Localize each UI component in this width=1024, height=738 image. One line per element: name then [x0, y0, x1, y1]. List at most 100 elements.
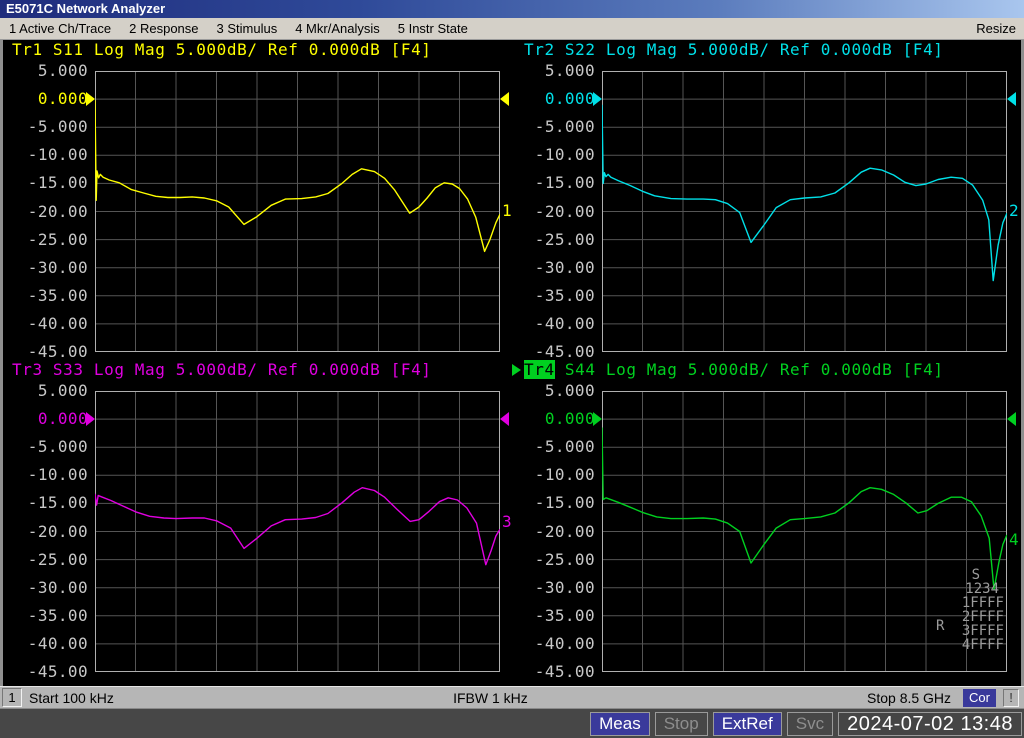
trace-number-tr4: 4 — [1009, 530, 1019, 550]
ref-level-marker-right-tr2 — [1007, 92, 1016, 107]
instrument-status-meas: Meas — [590, 711, 650, 736]
y-tick-tr1: -35.00 — [27, 285, 88, 305]
y-tick-tr4: -20.00 — [534, 521, 595, 541]
y-tick-tr3: -25.00 — [27, 549, 88, 569]
channel-status-bar: 1 Start 100 kHz IFBW 1 kHz Stop 8.5 GHz … — [0, 686, 1024, 708]
alert-indicator[interactable]: ! — [1003, 688, 1019, 707]
y-tick-tr1: 0.000 — [37, 89, 88, 109]
port-status-line: 1FFFF — [961, 595, 1004, 611]
instrument-status-extref: ExtRef — [712, 711, 782, 736]
trace-number-tr2: 2 — [1009, 201, 1019, 221]
stop-frequency: Stop 8.5 GHz — [867, 689, 952, 706]
trace-header-tr3[interactable]: Tr3 S33 Log Mag 5.000dB/ Ref 0.000dB [F4… — [12, 360, 432, 379]
y-tick-tr4: -10.00 — [534, 465, 595, 485]
y-tick-tr2: -35.00 — [534, 285, 595, 305]
y-tick-tr2: -45.00 — [534, 342, 595, 361]
y-tick-tr1: -30.00 — [27, 257, 88, 277]
port-status-stimulus-label: S — [971, 567, 980, 583]
menu-bar: 1 Active Ch/Trace 2 Response 3 Stimulus 4 M… — [0, 18, 1024, 40]
y-tick-tr4: 0.000 — [544, 409, 595, 429]
y-tick-tr4: -15.00 — [534, 493, 595, 513]
trace-number-tr1: 1 — [502, 201, 512, 221]
window-title: E5071C Network Analyzer — [6, 1, 166, 16]
trace-header-tr1[interactable]: Tr1 S11 Log Mag 5.000dB/ Ref 0.000dB [F4… — [12, 40, 432, 59]
y-tick-tr2: -5.000 — [534, 117, 595, 137]
port-status-line: 4FFFF — [961, 637, 1004, 653]
y-tick-tr3: -15.00 — [27, 493, 88, 513]
instrument-status-2024-07-02-13-48: 2024-07-02 13:48 — [838, 711, 1022, 736]
channel-number: 1 — [2, 688, 22, 707]
y-tick-tr1: -15.00 — [27, 173, 88, 193]
y-tick-tr4: 5.000 — [544, 381, 595, 400]
y-tick-tr4: -40.00 — [534, 633, 595, 653]
y-tick-tr3: 0.000 — [37, 409, 88, 429]
instrument-status-segments: Meas Stop ExtRef Svc 2024-07-02 13:48 — [590, 711, 1024, 736]
y-tick-tr2: -25.00 — [534, 229, 595, 249]
y-tick-tr2: -40.00 — [534, 313, 595, 333]
y-tick-tr1: -25.00 — [27, 229, 88, 249]
y-tick-tr2: -10.00 — [534, 145, 595, 165]
ref-level-marker-right-tr3 — [500, 412, 509, 427]
ifbw-value: IFBW 1 kHz — [453, 689, 528, 706]
y-tick-tr4: -45.00 — [534, 662, 595, 681]
y-tick-tr4: -25.00 — [534, 549, 595, 569]
y-tick-tr2: -20.00 — [534, 201, 595, 221]
y-tick-tr2: 0.000 — [544, 89, 595, 109]
y-tick-tr2: -15.00 — [534, 173, 595, 193]
trace-number-tr3: 3 — [502, 512, 512, 532]
trace-header-tr4[interactable]: Tr4 S44 Log Mag 5.000dB/ Ref 0.000dB [F4… — [512, 360, 944, 379]
menu-item-4[interactable]: 4 Mkr/Analysis — [295, 21, 380, 36]
trace-tr2 — [602, 104, 1007, 282]
window-left-edge — [0, 40, 3, 686]
graticule-tr1 — [95, 71, 500, 352]
port-status-receiver-label: R — [936, 618, 945, 634]
y-tick-tr3: -30.00 — [27, 577, 88, 597]
y-tick-tr3: -35.00 — [27, 605, 88, 625]
y-tick-tr3: 5.000 — [37, 381, 88, 400]
y-tick-tr1: 5.000 — [37, 61, 88, 80]
window-right-edge — [1021, 40, 1024, 686]
start-frequency: Start 100 kHz — [29, 689, 114, 706]
trace-tr3 — [95, 486, 500, 566]
instrument-status-svc: Svc — [786, 711, 834, 736]
graticule-tr2 — [602, 71, 1007, 352]
y-tick-tr1: -5.000 — [27, 117, 88, 137]
y-tick-tr1: -20.00 — [27, 201, 88, 221]
instrument-status-bar: Meas Stop ExtRef Svc 2024-07-02 13:48 — [0, 708, 1024, 738]
graticule-tr3 — [95, 391, 500, 672]
y-tick-tr4: -35.00 — [534, 605, 595, 625]
display-area: Tr1 S11 Log Mag 5.000dB/ Ref 0.000dB [F4… — [0, 40, 1024, 686]
menu-item-1[interactable]: 1 Active Ch/Trace — [9, 21, 112, 36]
instrument-status-stop: Stop — [654, 711, 708, 736]
trace-tr1 — [95, 100, 500, 253]
trace-header-tr2[interactable]: Tr2 S22 Log Mag 5.000dB/ Ref 0.000dB [F4… — [524, 40, 944, 59]
y-tick-tr4: -30.00 — [534, 577, 595, 597]
y-tick-tr3: -20.00 — [27, 521, 88, 541]
active-trace-arrow-icon — [512, 364, 521, 376]
correction-indicator: Cor — [963, 688, 996, 707]
ref-level-marker-right-tr4 — [1007, 412, 1016, 427]
menu-item-3[interactable]: 3 Stimulus — [216, 21, 278, 36]
y-tick-tr2: -30.00 — [534, 257, 595, 277]
y-tick-tr4: -5.000 — [534, 437, 595, 457]
port-status-line: 2FFFF — [961, 609, 1004, 625]
graticule-tr4 — [602, 391, 1007, 672]
trace-tr4 — [602, 427, 1007, 591]
y-tick-tr3: -45.00 — [27, 662, 88, 681]
menu-item-2[interactable]: 2 Response — [129, 21, 199, 36]
y-tick-tr3: -5.000 — [27, 437, 88, 457]
y-tick-tr3: -40.00 — [27, 633, 88, 653]
ref-level-marker-left-tr3 — [86, 412, 95, 427]
y-tick-tr1: -10.00 — [27, 145, 88, 165]
port-status-line: 3FFFF — [961, 623, 1004, 639]
resize-button[interactable]: Resize — [976, 21, 1016, 36]
menu-items: 1 Active Ch/Trace 2 Response 3 Stimulus 4 M… — [0, 21, 477, 36]
window-titlebar[interactable]: E5071C Network Analyzer — [0, 0, 1024, 18]
ref-level-marker-left-tr2 — [593, 92, 602, 107]
menu-item-5[interactable]: 5 Instr State — [397, 21, 468, 36]
y-tick-tr3: -10.00 — [27, 465, 88, 485]
active-trace-label: Tr4 — [524, 360, 555, 379]
y-tick-tr2: 5.000 — [544, 61, 595, 80]
ref-level-marker-right-tr1 — [500, 92, 509, 107]
